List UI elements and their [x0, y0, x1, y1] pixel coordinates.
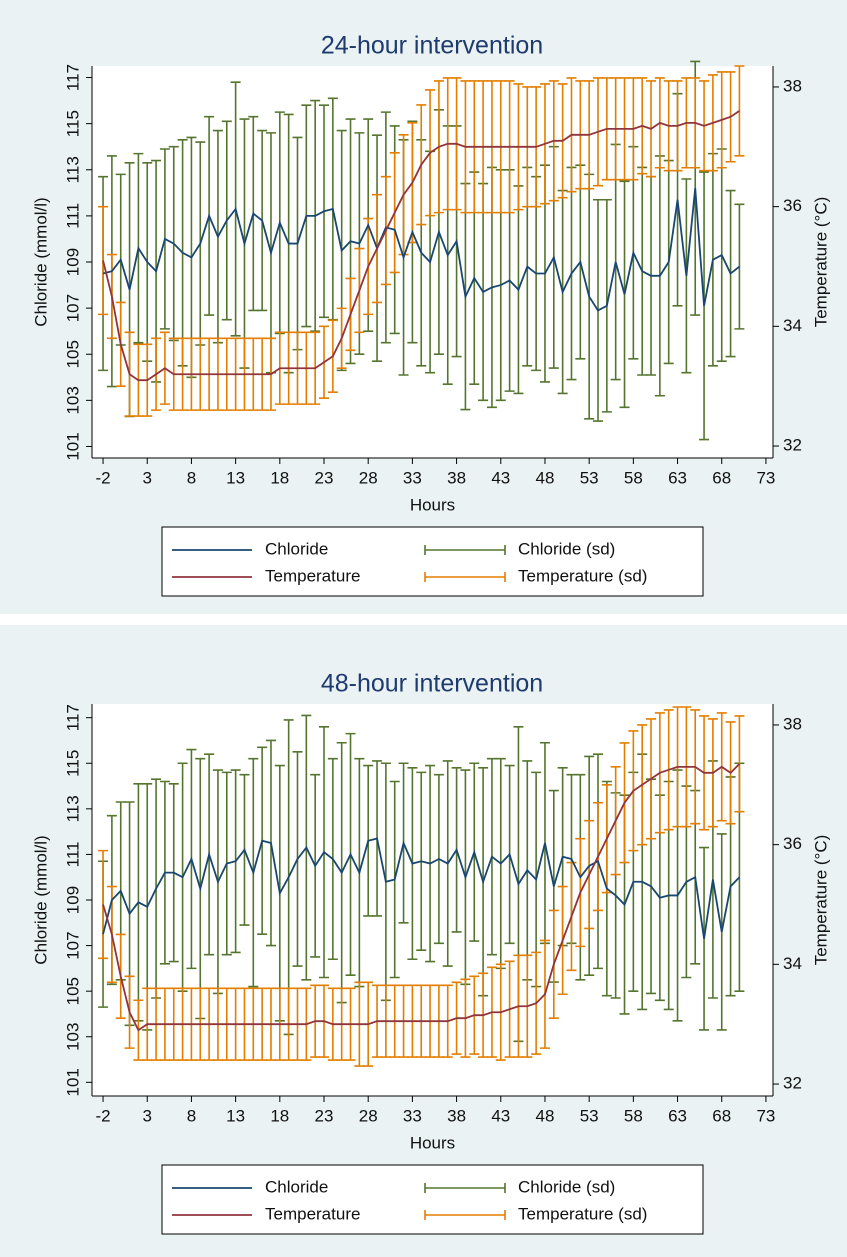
- chart-title: 48-hour intervention: [321, 670, 543, 698]
- legend-swatch: [424, 1210, 506, 1220]
- error-bar: [734, 715, 745, 813]
- x-tick-label: 13: [226, 1106, 245, 1125]
- y2-axis-title: Temperature (°C): [811, 197, 830, 328]
- y-tick-label: 103: [63, 386, 82, 414]
- series-line: [102, 837, 741, 939]
- x-tick-label: 48: [536, 1106, 555, 1125]
- x-tick-label: 23: [315, 468, 334, 487]
- x-tick-label: 38: [447, 1106, 466, 1125]
- x-axis-title: Hours: [410, 495, 455, 514]
- x-tick-label: -2: [95, 1106, 110, 1125]
- y-tick-label: 115: [63, 750, 82, 777]
- legend-label: Temperature: [265, 1204, 360, 1223]
- y-axis-title: Chloride (mmol/l): [31, 835, 50, 964]
- x-tick-label: 13: [226, 468, 245, 487]
- x-tick-label: 58: [624, 468, 643, 487]
- x-tick-label: 58: [624, 1106, 643, 1125]
- x-tick-label: 8: [187, 468, 196, 487]
- legend-label: Temperature (sd): [518, 1204, 647, 1223]
- y-tick-label: 113: [63, 156, 82, 183]
- x-tick-label: 63: [668, 1106, 687, 1125]
- chart-panel: 48-hour intervention 101 103 105 107 109 111 11…: [31, 670, 830, 1235]
- x-tick-label: 53: [580, 1106, 599, 1125]
- y-tick-label: 117: [63, 704, 82, 731]
- legend-swatch: [424, 572, 506, 582]
- legend-swatch: [424, 1183, 506, 1193]
- y-tick-label: 115: [63, 110, 82, 137]
- y2-tick-label: 38: [783, 76, 802, 95]
- y2-axis-title: Temperature (°C): [811, 835, 830, 966]
- series-line: [102, 188, 740, 312]
- y-tick-label: 101: [63, 432, 82, 460]
- legend-label: Chloride: [265, 539, 328, 558]
- x-tick-label: 63: [668, 468, 687, 487]
- y-tick-label: 105: [63, 977, 82, 1005]
- y2-tick-label: 36: [783, 196, 802, 215]
- y2-tick-label: 36: [783, 834, 802, 853]
- x-axis-title: Hours: [410, 1133, 455, 1152]
- series-line: [102, 763, 741, 1032]
- y-axis-title: Chloride (mmol/l): [31, 197, 50, 326]
- y-tick-label: 113: [63, 795, 82, 822]
- y2-tick-label: 32: [783, 1074, 802, 1093]
- x-tick-label: 3: [143, 1106, 152, 1125]
- y-tick-label: 109: [63, 886, 82, 914]
- chart-panel: 24-hour intervention 101 103 105 107 109 111 11…: [31, 32, 830, 597]
- y-tick-label: 109: [63, 248, 82, 276]
- x-tick-label: 68: [712, 468, 731, 487]
- chart-title: 24-hour intervention: [321, 32, 543, 60]
- x-tick-label: 33: [403, 468, 422, 487]
- y-tick-label: 111: [63, 203, 82, 229]
- x-tick-label: 43: [491, 1106, 510, 1125]
- y-tick-label: 101: [63, 1068, 82, 1096]
- x-tick-label: 43: [491, 468, 510, 487]
- x-tick-label: 23: [315, 1106, 334, 1125]
- x-tick-label: 73: [756, 1106, 775, 1125]
- plot-area: [92, 704, 773, 1096]
- y-tick-label: 105: [63, 340, 82, 368]
- error-bar: [98, 849, 109, 960]
- legend-box: [161, 526, 704, 597]
- x-tick-label: 28: [359, 1106, 378, 1125]
- y-tick-label: 111: [63, 841, 82, 867]
- x-tick-label: 18: [270, 468, 289, 487]
- x-tick-label: 3: [143, 468, 152, 487]
- legend-label: Chloride (sd): [518, 1177, 615, 1196]
- x-tick-label: 53: [580, 468, 599, 487]
- y2-tick-label: 38: [783, 714, 802, 733]
- x-tick-label: 38: [447, 468, 466, 487]
- y-tick-label: 107: [63, 931, 82, 959]
- series-line: [102, 110, 740, 382]
- legend-box: [161, 1164, 704, 1235]
- y2-tick-label: 34: [783, 316, 802, 335]
- y-tick-label: 103: [63, 1023, 82, 1051]
- legend-swatch: [424, 545, 506, 555]
- x-tick-label: -2: [95, 468, 110, 487]
- x-tick-label: 33: [403, 1106, 422, 1125]
- x-tick-label: 8: [187, 1106, 196, 1125]
- legend-label: Chloride: [265, 1177, 328, 1196]
- error-bar: [98, 205, 109, 316]
- y-tick-label: 107: [63, 294, 82, 322]
- legend-label: Temperature (sd): [518, 566, 647, 585]
- y2-tick-label: 34: [783, 954, 802, 973]
- y-tick-label: 117: [63, 64, 82, 91]
- x-tick-label: 68: [712, 1106, 731, 1125]
- legend-label: Chloride (sd): [518, 539, 615, 558]
- y2-tick-label: 32: [783, 436, 802, 455]
- x-tick-label: 73: [756, 468, 775, 487]
- x-tick-label: 48: [536, 468, 555, 487]
- legend-label: Temperature: [265, 566, 360, 585]
- plot-area: [92, 66, 773, 458]
- x-tick-label: 28: [359, 468, 378, 487]
- x-tick-label: 18: [270, 1106, 289, 1125]
